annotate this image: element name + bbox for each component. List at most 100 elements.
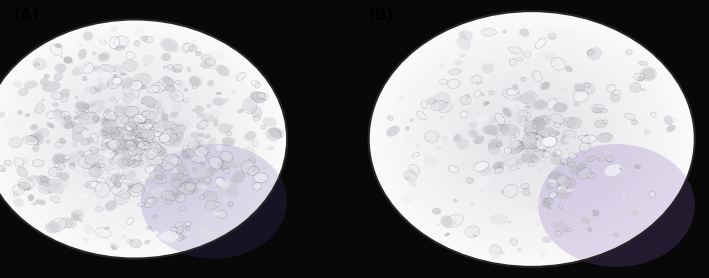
Ellipse shape bbox=[91, 134, 97, 143]
Ellipse shape bbox=[52, 182, 65, 195]
Ellipse shape bbox=[250, 91, 267, 103]
Ellipse shape bbox=[143, 97, 153, 105]
Ellipse shape bbox=[109, 168, 119, 174]
Ellipse shape bbox=[460, 30, 473, 41]
Ellipse shape bbox=[446, 215, 462, 227]
Ellipse shape bbox=[642, 68, 655, 80]
Ellipse shape bbox=[104, 111, 116, 120]
Circle shape bbox=[33, 59, 237, 219]
Ellipse shape bbox=[90, 167, 101, 176]
Ellipse shape bbox=[178, 169, 181, 173]
Ellipse shape bbox=[157, 126, 160, 129]
Ellipse shape bbox=[128, 96, 137, 103]
Ellipse shape bbox=[199, 175, 212, 186]
Circle shape bbox=[100, 111, 169, 167]
Circle shape bbox=[124, 131, 145, 147]
Ellipse shape bbox=[491, 140, 501, 146]
Ellipse shape bbox=[57, 173, 61, 176]
Circle shape bbox=[118, 126, 152, 152]
Circle shape bbox=[42, 66, 228, 212]
Ellipse shape bbox=[508, 221, 511, 224]
Circle shape bbox=[80, 96, 189, 182]
Ellipse shape bbox=[559, 205, 562, 208]
Ellipse shape bbox=[106, 81, 113, 87]
Ellipse shape bbox=[471, 210, 483, 220]
Ellipse shape bbox=[83, 151, 93, 158]
Circle shape bbox=[127, 133, 143, 145]
Ellipse shape bbox=[129, 118, 142, 125]
Ellipse shape bbox=[196, 116, 200, 118]
Circle shape bbox=[65, 84, 205, 194]
Ellipse shape bbox=[673, 119, 679, 123]
Ellipse shape bbox=[454, 200, 457, 202]
Ellipse shape bbox=[221, 152, 232, 162]
Ellipse shape bbox=[60, 139, 65, 143]
Ellipse shape bbox=[554, 160, 561, 166]
Ellipse shape bbox=[130, 143, 133, 146]
Ellipse shape bbox=[211, 53, 217, 60]
Ellipse shape bbox=[73, 124, 83, 132]
Ellipse shape bbox=[126, 182, 130, 185]
Ellipse shape bbox=[557, 175, 569, 186]
Ellipse shape bbox=[147, 140, 150, 142]
Ellipse shape bbox=[269, 128, 282, 138]
Circle shape bbox=[46, 70, 223, 208]
Ellipse shape bbox=[131, 133, 143, 143]
Circle shape bbox=[141, 144, 287, 259]
Ellipse shape bbox=[133, 137, 137, 141]
Ellipse shape bbox=[120, 175, 123, 177]
Ellipse shape bbox=[65, 121, 74, 128]
Circle shape bbox=[391, 29, 672, 249]
Circle shape bbox=[509, 121, 554, 157]
Ellipse shape bbox=[119, 149, 132, 162]
Ellipse shape bbox=[113, 78, 121, 84]
Ellipse shape bbox=[564, 136, 573, 142]
Ellipse shape bbox=[454, 221, 457, 224]
Ellipse shape bbox=[533, 72, 542, 81]
Ellipse shape bbox=[536, 138, 548, 149]
Ellipse shape bbox=[132, 184, 143, 192]
Ellipse shape bbox=[145, 187, 149, 191]
Ellipse shape bbox=[89, 33, 104, 45]
Ellipse shape bbox=[426, 97, 437, 105]
Ellipse shape bbox=[484, 101, 489, 105]
Ellipse shape bbox=[131, 137, 141, 148]
Ellipse shape bbox=[48, 112, 55, 118]
Ellipse shape bbox=[501, 125, 518, 137]
Ellipse shape bbox=[118, 96, 129, 104]
Ellipse shape bbox=[187, 232, 191, 235]
Circle shape bbox=[57, 78, 213, 200]
Ellipse shape bbox=[52, 112, 57, 116]
Ellipse shape bbox=[206, 58, 215, 65]
Ellipse shape bbox=[142, 98, 146, 103]
Circle shape bbox=[52, 75, 217, 203]
Ellipse shape bbox=[601, 154, 607, 159]
Ellipse shape bbox=[519, 110, 527, 117]
Ellipse shape bbox=[110, 128, 123, 137]
Ellipse shape bbox=[515, 169, 520, 173]
Ellipse shape bbox=[496, 133, 507, 142]
Ellipse shape bbox=[123, 135, 131, 140]
Circle shape bbox=[507, 120, 556, 158]
Ellipse shape bbox=[631, 209, 640, 216]
Ellipse shape bbox=[71, 142, 77, 147]
Ellipse shape bbox=[230, 202, 246, 213]
Circle shape bbox=[82, 97, 188, 181]
Ellipse shape bbox=[440, 80, 447, 84]
Ellipse shape bbox=[79, 66, 86, 72]
Ellipse shape bbox=[507, 120, 510, 122]
Ellipse shape bbox=[32, 144, 39, 152]
Ellipse shape bbox=[201, 183, 207, 189]
Ellipse shape bbox=[509, 47, 521, 53]
Ellipse shape bbox=[177, 84, 185, 89]
Ellipse shape bbox=[123, 170, 134, 179]
Ellipse shape bbox=[203, 197, 216, 208]
Ellipse shape bbox=[573, 102, 579, 106]
Ellipse shape bbox=[595, 120, 606, 127]
Ellipse shape bbox=[82, 156, 97, 170]
Ellipse shape bbox=[182, 44, 189, 52]
Circle shape bbox=[380, 20, 683, 258]
Ellipse shape bbox=[0, 166, 5, 172]
Ellipse shape bbox=[640, 88, 647, 92]
Ellipse shape bbox=[56, 142, 62, 147]
